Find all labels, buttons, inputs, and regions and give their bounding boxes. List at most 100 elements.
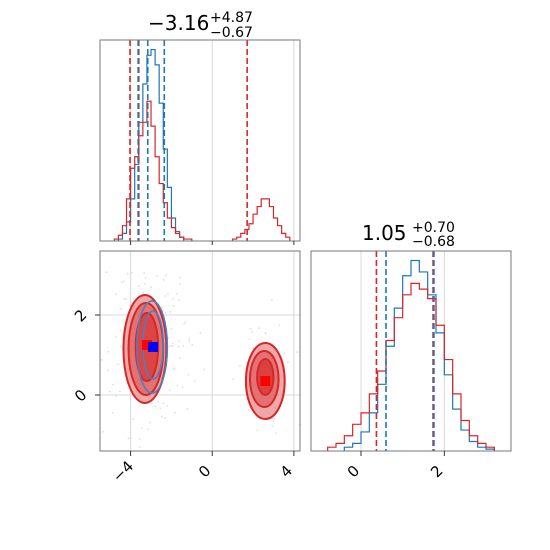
top-left-title: −3.16 bbox=[148, 11, 209, 35]
hist-panel-0 bbox=[113, 40, 295, 241]
scatter-point bbox=[119, 329, 122, 332]
scatter-point bbox=[164, 311, 167, 314]
y-tick-label: 2 bbox=[71, 306, 90, 325]
scatter-point bbox=[283, 352, 286, 355]
scatter-point bbox=[130, 271, 133, 274]
scatter-point bbox=[132, 417, 135, 420]
scatter-point bbox=[154, 405, 157, 408]
contour-frame bbox=[99, 250, 301, 452]
contour-panel bbox=[100, 251, 301, 451]
scatter-point bbox=[181, 386, 184, 389]
scatter-point bbox=[112, 383, 114, 386]
scatter-point bbox=[271, 417, 274, 420]
x-tick-label: −4 bbox=[109, 457, 137, 485]
scatter-point bbox=[123, 280, 125, 283]
scatter-point bbox=[165, 274, 167, 277]
x-tick-label: 0 bbox=[344, 462, 363, 481]
scatter-point bbox=[168, 389, 171, 392]
scatter-point bbox=[203, 368, 206, 371]
scatter-point bbox=[109, 390, 112, 393]
scatter-point bbox=[178, 339, 180, 342]
scatter-point bbox=[123, 298, 126, 301]
scatter-point bbox=[138, 446, 141, 449]
scatter-point bbox=[249, 327, 252, 330]
scatter-point bbox=[100, 358, 103, 361]
scatter-point bbox=[129, 303, 132, 306]
scatter-point bbox=[173, 305, 175, 307]
scatter-point bbox=[173, 368, 176, 371]
scatter-point bbox=[174, 411, 176, 414]
scatter-point bbox=[176, 384, 179, 387]
scatter-point bbox=[150, 286, 153, 289]
hist-series-blue bbox=[343, 259, 495, 451]
scatter-point bbox=[191, 343, 194, 346]
scatter-point bbox=[132, 297, 134, 300]
scatter-point bbox=[169, 344, 172, 347]
scatter-point bbox=[164, 294, 167, 297]
scatter-point bbox=[250, 330, 253, 333]
scatter-point bbox=[127, 437, 130, 440]
scatter-point bbox=[119, 345, 122, 348]
scatter-point bbox=[199, 332, 202, 334]
scatter-point bbox=[186, 407, 189, 410]
scatter-point bbox=[256, 429, 259, 432]
scatter-point bbox=[119, 307, 122, 310]
scatter-point bbox=[107, 369, 109, 372]
scatter-point bbox=[144, 283, 147, 285]
scatter-point bbox=[175, 292, 178, 295]
scatter-point bbox=[178, 357, 181, 360]
hist-series-red bbox=[327, 282, 495, 451]
scatter-point bbox=[232, 378, 234, 380]
scatter-point bbox=[125, 297, 128, 300]
x-tick-label: 0 bbox=[195, 462, 214, 481]
scatter-point bbox=[171, 345, 174, 347]
hist-series-red bbox=[113, 100, 291, 241]
scatter-point bbox=[162, 402, 165, 405]
red-peak-marker bbox=[141, 340, 152, 350]
scatter-point bbox=[271, 425, 274, 427]
scatter-point bbox=[169, 311, 172, 313]
scatter-point bbox=[275, 432, 278, 435]
bottom-right-title: 1.05 bbox=[362, 221, 407, 245]
scatter-point bbox=[160, 415, 163, 418]
scatter-point bbox=[257, 327, 260, 330]
top-left-title-sup: +4.87 bbox=[210, 10, 253, 26]
scatter-point bbox=[117, 363, 120, 366]
scatter-point bbox=[162, 279, 165, 281]
scatter-point bbox=[115, 335, 117, 338]
hist-panel-2 bbox=[327, 251, 495, 451]
scatter-point bbox=[188, 338, 191, 340]
bottom-right-title-sub: −0.68 bbox=[412, 234, 455, 250]
scatter-point bbox=[296, 351, 299, 354]
scatter-point bbox=[187, 373, 190, 376]
scatter-point bbox=[171, 342, 174, 345]
top-left-title-sub: −0.67 bbox=[210, 25, 253, 41]
scatter-point bbox=[102, 430, 104, 433]
scatter-point bbox=[111, 411, 114, 414]
scatter-point bbox=[184, 321, 187, 324]
scatter-point bbox=[252, 347, 255, 349]
scatter-point bbox=[105, 271, 108, 274]
scatter-point bbox=[170, 328, 173, 330]
scatter-point bbox=[148, 421, 151, 424]
scatter-point bbox=[115, 394, 118, 397]
scatter-point bbox=[137, 285, 140, 287]
scatter-point bbox=[172, 297, 175, 300]
scatter-point bbox=[159, 407, 162, 410]
scatter-point bbox=[273, 417, 276, 420]
scatter-point bbox=[179, 276, 181, 279]
scatter-point bbox=[144, 276, 147, 279]
hist-series-blue bbox=[117, 48, 185, 241]
scatter-point bbox=[179, 283, 181, 285]
scatter-point bbox=[193, 380, 196, 382]
hist-frame-2 bbox=[310, 250, 512, 452]
blue-contour bbox=[135, 300, 169, 394]
scatter-point bbox=[183, 323, 185, 325]
bottom-right-title-sup: +0.70 bbox=[412, 220, 455, 236]
scatter-point bbox=[166, 404, 169, 407]
scatter-point bbox=[128, 305, 131, 308]
scatter-point bbox=[247, 409, 250, 412]
scatter-point bbox=[167, 293, 169, 295]
scatter-point bbox=[143, 272, 146, 275]
